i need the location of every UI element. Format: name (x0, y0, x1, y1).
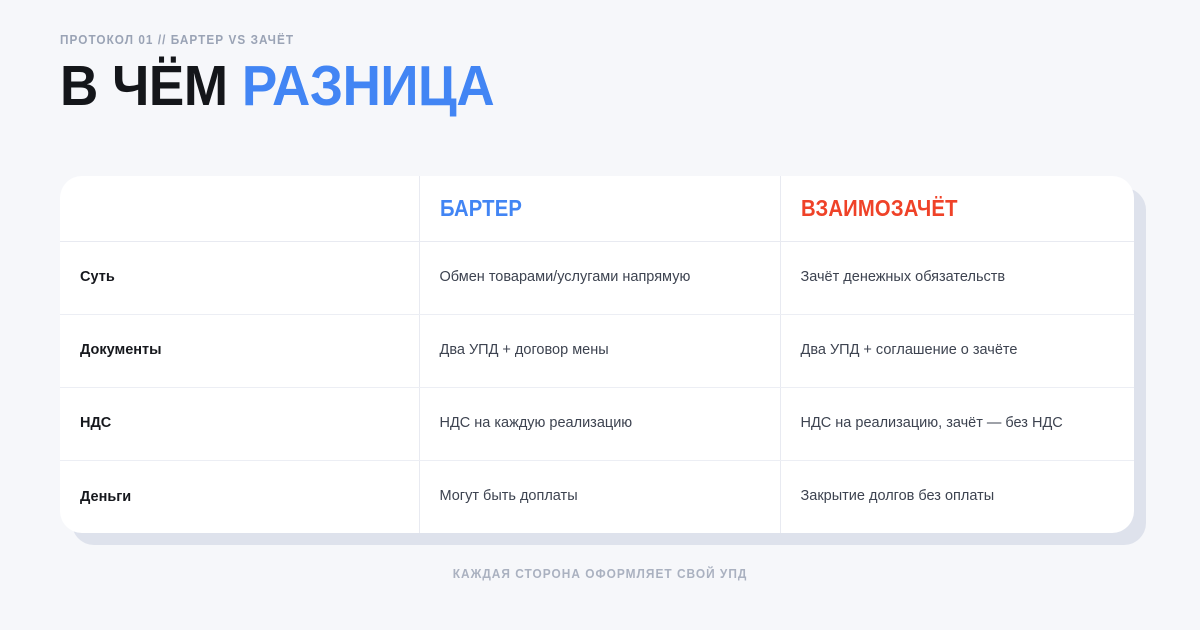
row-label-cell: Документы (60, 314, 419, 388)
comparison-card: БАРТЕР ВЗАИМОЗАЧЁТ Суть (60, 176, 1134, 533)
row-offset-value: НДС на реализацию, зачёт — без НДС (800, 415, 1063, 432)
page-header: ПРОТОКОЛ 01 // БАРТЕР VS ЗАЧЁТ В ЧЁМ РАЗ… (60, 34, 1140, 115)
row-offset-value: Зачёт денежных обязательств (800, 269, 1006, 286)
page-title-plain: В ЧЁМ (60, 53, 242, 118)
table-row: НДС НДС на каждую реализацию НДС на реал… (60, 387, 1134, 461)
column-header-blank (60, 176, 419, 242)
row-label: Деньги (80, 488, 132, 505)
page-title: В ЧЁМ РАЗНИЦА (60, 53, 1064, 118)
row-barter-cell: Обмен товарами/услугами напрямую (418, 241, 780, 315)
table-row: Деньги Могут быть доплаты Закрытие долго… (60, 460, 1134, 533)
table-row: Суть Обмен товарами/услугами напрямую За… (60, 241, 1134, 315)
page-title-accent: РАЗНИЦА (241, 53, 495, 118)
kicker-label: ПРОТОКОЛ 01 // БАРТЕР VS ЗАЧЁТ (60, 33, 295, 47)
row-label-cell: НДС (60, 387, 419, 461)
row-label: Суть (80, 269, 115, 286)
row-offset-cell: НДС на реализацию, зачёт — без НДС (779, 387, 1134, 461)
table-header-row: БАРТЕР ВЗАИМОЗАЧЁТ (60, 176, 1134, 242)
row-offset-value: Закрытие долгов без оплаты (800, 488, 995, 505)
row-offset-cell: Закрытие долгов без оплаты (779, 460, 1134, 533)
row-offset-value: Два УПД + соглашение о зачёте (800, 342, 1018, 359)
row-barter-value: Обмен товарами/услугами напрямую (439, 269, 691, 286)
column-header-offset: ВЗАИМОЗАЧЁТ (779, 176, 1134, 242)
row-barter-value: НДС на каждую реализацию (439, 415, 633, 432)
table-body: Суть Обмен товарами/услугами напрямую За… (60, 241, 1134, 533)
row-label-cell: Суть (60, 241, 419, 315)
row-label: НДС (80, 415, 112, 432)
column-header-barter-label: БАРТЕР (439, 194, 522, 221)
row-barter-cell: Могут быть доплаты (418, 460, 780, 533)
row-offset-cell: Два УПД + соглашение о зачёте (779, 314, 1134, 388)
row-label: Документы (80, 342, 162, 359)
row-barter-cell: НДС на каждую реализацию (418, 387, 780, 461)
comparison-table: БАРТЕР ВЗАИМОЗАЧЁТ Суть (60, 176, 1134, 533)
table-row: Документы Два УПД + договор мены Два УПД… (60, 314, 1134, 388)
column-header-barter: БАРТЕР (418, 176, 780, 242)
footer-note: КАЖДАЯ СТОРОНА ОФОРМЛЯЕТ СВОЙ УПД (0, 568, 1200, 581)
row-label-cell: Деньги (60, 460, 419, 533)
row-barter-cell: Два УПД + договор мены (418, 314, 780, 388)
footer-note-label: КАЖДАЯ СТОРОНА ОФОРМЛЯЕТ СВОЙ УПД (452, 567, 748, 581)
row-barter-value: Могут быть доплаты (439, 488, 578, 505)
table-header: БАРТЕР ВЗАИМОЗАЧЁТ (60, 176, 1134, 242)
row-offset-cell: Зачёт денежных обязательств (779, 241, 1134, 315)
row-barter-value: Два УПД + договор мены (439, 342, 609, 359)
column-header-offset-label: ВЗАИМОЗАЧЁТ (800, 194, 958, 221)
